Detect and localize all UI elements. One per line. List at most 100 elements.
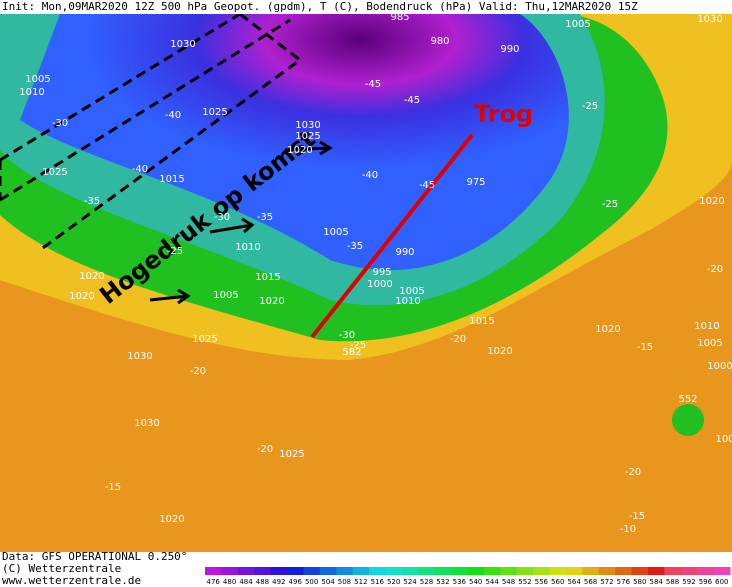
map-label: 980 [430,36,449,47]
colorbar-tick-label: 504 [321,578,335,586]
map-label: 1010 [19,87,44,98]
colorbar-tick-label: 568 [584,578,597,586]
map-label: -40 [362,170,378,181]
colorbar-swatch [549,567,567,575]
colorbar-tick-label: 556 [535,578,549,586]
trough-line [310,133,474,339]
colorbar-swatch [369,567,386,575]
map-label: -40 [165,110,181,121]
colorbar-swatch [697,567,715,575]
colorbar-swatch [664,567,682,575]
map-label: -20 [625,467,641,478]
map-label: -25 [350,340,366,351]
colorbar-tick-label: 500 [305,578,318,586]
colorbar-tick-label: 524 [403,578,417,586]
colorbar-tick-label: 508 [338,578,351,586]
map-label: -30 [339,330,355,341]
map-label: 1025 [192,334,217,345]
header-text: Init: Mon,09MAR2020 12Z 500 hPa Geopot. … [2,0,638,13]
trough-label: Trog [474,100,533,128]
colorbar-swatch [516,567,534,575]
map-label: -35 [257,212,273,223]
map-label: 1005 [213,290,238,301]
colorbar-swatch [319,567,337,575]
colorbar-tick-label: 584 [649,578,663,586]
colorbar-tick-label: 572 [600,578,613,586]
colorbar-tick-label: 476 [207,578,221,586]
map-label: 1010 [694,321,719,332]
colorbar-tick-label: 492 [272,578,285,586]
map-label: -30 [52,118,68,129]
colorbar-tick-label: 596 [699,578,713,586]
colorbar-tick-label: 580 [633,578,646,586]
map-label: 1010 [395,296,420,307]
map-label: -25 [167,246,183,257]
map-label: 1030 [295,120,320,131]
map-label: 985 [390,12,409,23]
map-label: 1025 [279,449,304,460]
colorbar-swatch [237,567,255,575]
colorbar-swatch [615,567,633,575]
map-label: 100 [715,434,732,445]
map-label: 1015 [159,174,184,185]
colorbar-swatch [467,567,485,575]
colorbar-tick-label: 592 [682,578,695,586]
colorbar-tick-label: 544 [485,578,499,586]
colorbar-tick-label: 588 [666,578,679,586]
colorbar-tick-label: 540 [469,578,482,586]
map-label: 1000 [707,361,732,372]
map-label: -40 [132,164,148,175]
colorbar-swatch [336,567,354,575]
colorbar-tick-label: 532 [436,578,449,586]
colorbar-tick-label: 520 [387,578,400,586]
footer-data: Data: GFS OPERATIONAL 0.250° [2,550,187,563]
colorbar-swatch [221,567,239,575]
colorbar-swatch [401,567,419,575]
colorbar-swatch [533,567,551,575]
colorbar-tick-label: 560 [551,578,564,586]
footer-url: www.wetterzentrale.de [2,574,141,587]
colorbar-tick-label: 488 [256,578,269,586]
colorbar-swatch [500,567,518,575]
map-label: 1010 [235,242,260,253]
colorbar-swatch [451,567,468,575]
map-label: 1030 [127,351,152,362]
map-label: -15 [637,342,653,353]
map-label: 1030 [697,14,722,25]
map-label: -30 [214,212,230,223]
colorbar-swatch [385,567,403,575]
map-label: 1025 [42,167,67,178]
map-label: 990 [395,247,414,258]
map-label: 1020 [259,296,284,307]
map-label: 1020 [699,196,724,207]
colorbar-tick-label: 552 [518,578,531,586]
colorbar-tick-label: 536 [453,578,467,586]
colorbar-tick-label: 512 [354,578,367,586]
map-label: -45 [404,95,420,106]
colorbar-swatch [254,567,272,575]
map-label: 990 [500,44,519,55]
colorbar-tick-label: 516 [371,578,385,586]
colorbar-swatch [418,567,436,575]
colorbar-swatch [647,567,665,575]
colorbar-tick-label: 548 [502,578,515,586]
map-label: -20 [257,444,273,455]
map-label: 1015 [255,272,280,283]
colorbar-swatch [434,567,452,575]
arrows [149,140,333,305]
map-label: 1020 [287,145,312,156]
colorbar-swatch [565,567,583,575]
map-label: -45 [365,79,381,90]
map-label: 1020 [595,324,620,335]
map-label: 1015 [469,316,494,327]
colorbar-swatch [352,567,370,575]
map-label: 1005 [565,19,590,30]
map-labels: 985 980 990 1005 1030 1030 1005 1010 1025 -30 -40 -… [19,12,732,535]
blue-purple-zone [20,14,569,271]
map-label: -45 [419,180,435,191]
map-label: 1020 [69,291,94,302]
map-label: 1030 [170,39,195,50]
colorbar-swatch [287,567,304,575]
map-label: 1020 [159,514,184,525]
map-label: -10 [620,524,636,535]
